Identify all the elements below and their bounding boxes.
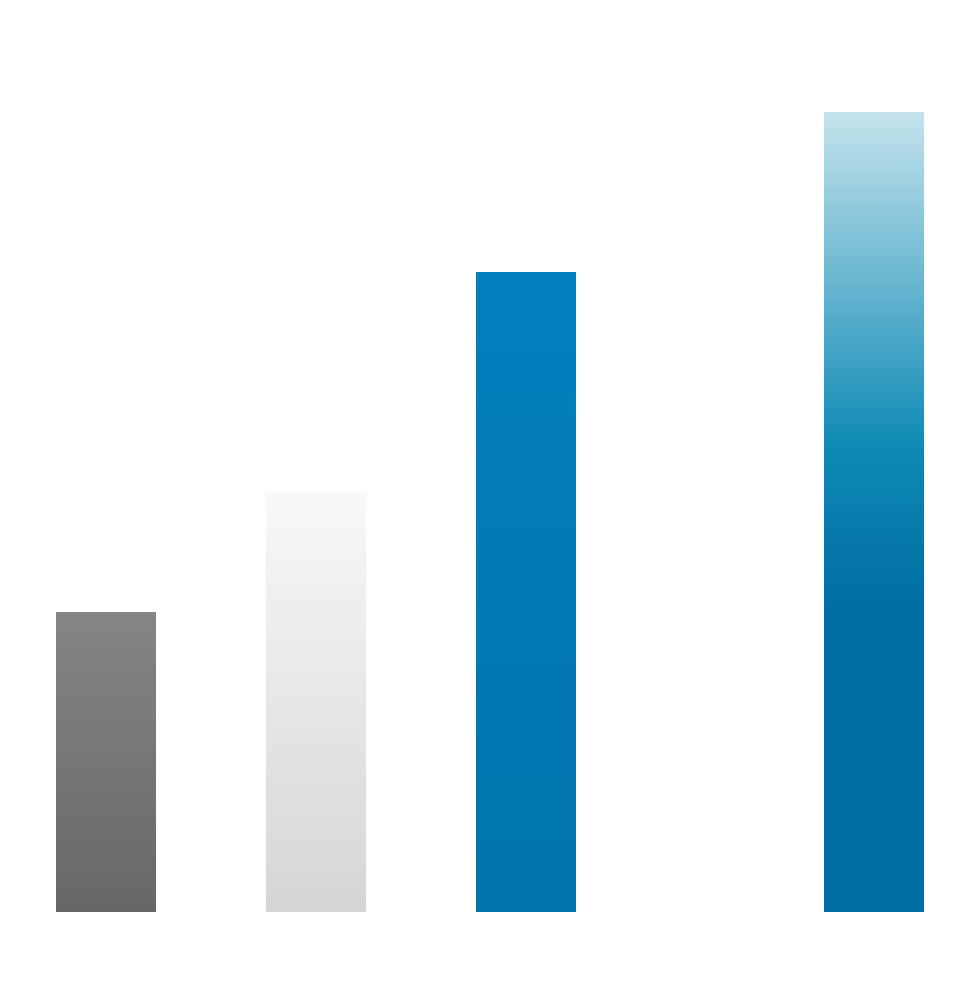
bar-1 (56, 612, 156, 912)
bars-group (56, 112, 924, 912)
bar-4 (824, 112, 924, 912)
bar-3 (476, 272, 576, 912)
bar-2 (266, 492, 366, 912)
